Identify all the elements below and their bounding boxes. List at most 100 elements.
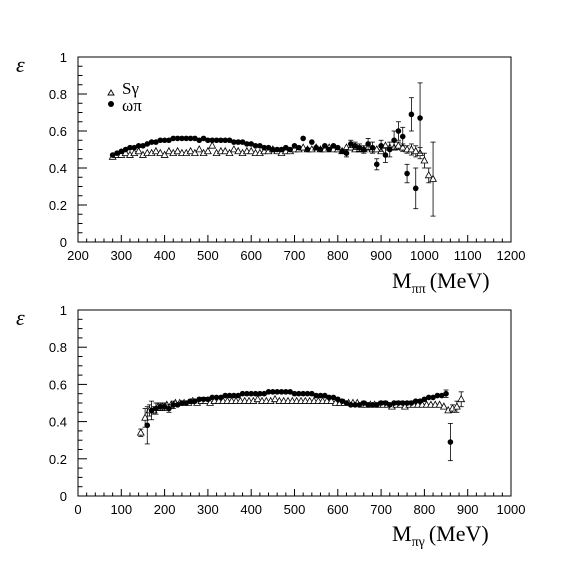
omegapi-point <box>356 144 363 151</box>
omegapi-point <box>417 398 423 404</box>
omegapi-point <box>218 394 224 401</box>
sgamma-point <box>173 146 182 155</box>
omegapi-point <box>378 400 384 406</box>
omegapi-point <box>261 390 267 397</box>
omegapi-point <box>335 144 341 151</box>
y-tick-label: 0.6 <box>49 377 67 392</box>
omegapi-point <box>352 143 358 149</box>
sgamma-point <box>208 141 217 149</box>
omegapi-point <box>339 148 345 155</box>
omegapi-point <box>278 146 285 153</box>
omegapi-point <box>200 396 207 403</box>
omegapi-point <box>300 135 306 142</box>
y-tick-label: 1 <box>60 303 67 318</box>
y-tick-label: 0.8 <box>49 87 67 102</box>
bottom-panel-mpigamma: 0 100 200 300 400 500 600 700 800 900 1000 0 0.2 0.4 0… <box>16 303 525 550</box>
omegapi-point <box>391 137 397 144</box>
omegapi-point <box>196 396 203 403</box>
omegapi-point <box>278 389 285 395</box>
x-tick-label: 200 <box>154 502 176 517</box>
omegapi-point <box>235 392 242 399</box>
sgamma-point <box>452 402 461 410</box>
sgamma-point <box>247 146 256 155</box>
omegapi-point <box>135 143 142 149</box>
omegapi-point <box>412 398 419 404</box>
omegapi-point <box>343 150 350 156</box>
omegapi-point <box>309 390 315 397</box>
x-tick-label: 500 <box>284 502 306 517</box>
omegapi-point <box>369 402 376 408</box>
top-x-axis-label: Mππ (MeV) <box>392 268 490 297</box>
x-tick-label: 800 <box>327 248 349 263</box>
legend-label-sgamma: Sγ <box>122 79 139 98</box>
x-tick-label: 600 <box>240 248 262 263</box>
omegapi-point <box>261 144 267 151</box>
omegapi-point <box>205 396 211 403</box>
top-data-marks <box>108 82 438 217</box>
omegapi-point <box>417 115 423 121</box>
sgamma-point <box>271 394 279 403</box>
sgamma-point <box>136 428 145 436</box>
omegapi-point <box>239 390 246 397</box>
omegapi-point <box>339 398 345 404</box>
omegapi-point <box>434 392 441 399</box>
omegapi-point <box>109 152 116 158</box>
sgamma-point <box>151 146 160 155</box>
x-tick-label: 400 <box>240 502 262 517</box>
top-x-label-sub: ππ <box>412 282 426 297</box>
omegapi-point <box>330 394 337 401</box>
omegapi-point <box>192 398 198 404</box>
omegapi-point <box>174 135 181 142</box>
omegapi-point <box>360 400 367 406</box>
top-panel-mpipi: 200 300 400 500 600 700 800 900 1000 1100 1200 0 0.2… <box>16 50 525 297</box>
omegapi-point <box>148 407 155 414</box>
omegapi-point <box>252 143 259 149</box>
omegapi-point <box>447 439 454 445</box>
y-tick-label: 0.6 <box>49 124 67 139</box>
omegapi-point <box>399 400 406 406</box>
omegapi-point <box>365 141 371 147</box>
omegapi-point <box>373 161 380 168</box>
omegapi-point <box>187 135 194 142</box>
omegapi-point <box>231 139 237 145</box>
x-tick-label: 0 <box>74 502 81 517</box>
omegapi-point <box>270 146 276 153</box>
omegapi-point <box>153 139 159 145</box>
omegapi-point <box>408 400 415 406</box>
omegapi-point <box>395 400 402 406</box>
omegapi-point <box>274 146 280 153</box>
omegapi-point <box>404 170 410 177</box>
omegapi-point <box>347 141 354 147</box>
omegapi-point <box>326 146 332 153</box>
omegapi-point <box>235 139 242 145</box>
x-tick-label: 500 <box>197 248 219 263</box>
sgamma-point <box>203 146 212 155</box>
sgamma-point <box>420 156 429 164</box>
omegapi-point <box>300 390 306 397</box>
omegapi-point <box>335 396 341 403</box>
sgamma-point <box>229 145 238 153</box>
top-y-axis-label: ε <box>16 52 25 77</box>
x-tick-label: 100 <box>110 502 132 517</box>
omegapi-point <box>356 402 363 408</box>
omegapi-point <box>265 389 272 395</box>
omegapi-point <box>283 144 289 151</box>
omegapi-point <box>248 141 254 147</box>
omegapi-point <box>425 394 432 401</box>
omegapi-point <box>153 405 159 412</box>
omegapi-point <box>382 152 389 158</box>
y-tick-label: 1 <box>60 50 67 65</box>
x-tick-label: 800 <box>414 502 436 517</box>
omegapi-point <box>313 144 319 151</box>
omegapi-point <box>118 148 125 155</box>
omegapi-point <box>395 128 402 134</box>
omegapi-point <box>438 392 445 399</box>
omegapi-point <box>244 390 250 397</box>
x-tick-label: 1000 <box>497 502 526 517</box>
omegapi-point <box>257 390 263 397</box>
sgamma-point <box>121 148 130 157</box>
bottom-x-axis-label: Mπγ (MeV) <box>392 521 489 550</box>
omegapi-point <box>274 389 280 395</box>
sgamma-point <box>429 174 438 182</box>
x-tick-label: 1200 <box>497 248 526 263</box>
